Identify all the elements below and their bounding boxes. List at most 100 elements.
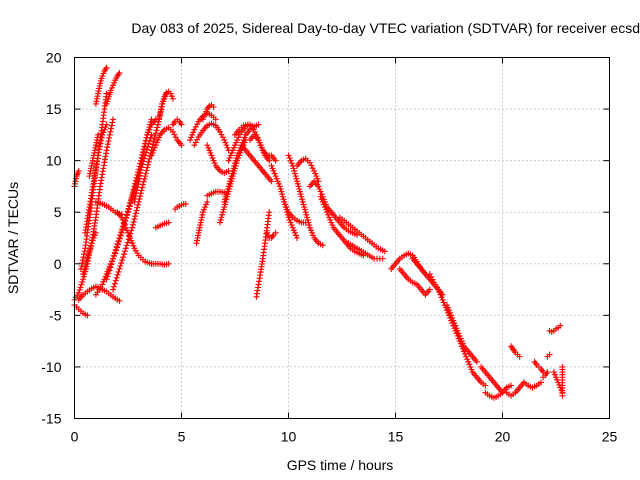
data-point [130,218,137,225]
data-point [224,188,231,195]
data-point [270,167,277,174]
data-point [228,149,235,156]
data-point [312,170,319,177]
data-point [276,183,283,190]
data-point [278,188,285,195]
data-point [266,157,273,164]
data-point [90,235,97,241]
data-point [88,240,95,247]
data-point [134,204,141,211]
data-point [548,328,555,335]
data-point [171,119,178,126]
data-point [147,153,154,160]
data-point [280,196,287,203]
data-point [110,286,117,293]
data-point [379,255,386,262]
data-point [111,79,118,86]
data-point [123,227,130,234]
data-point [544,369,551,376]
data-point [266,209,273,216]
data-point [287,157,294,164]
data-point [128,196,135,203]
series-arc-33 [238,142,275,185]
data-point [450,317,457,324]
y-tick-label: 0 [54,256,62,272]
series-arc-09 [75,283,123,304]
data-point [126,202,133,209]
data-point [318,191,325,198]
data-point [241,134,248,141]
data-point [328,219,335,226]
series-arc-54 [520,379,545,391]
data-point [121,251,128,258]
data-point [317,193,324,200]
data-point [75,289,82,296]
data-point [226,155,233,162]
data-point [283,204,290,211]
data-point [223,191,230,198]
data-point [466,361,473,368]
data-point [296,188,303,195]
data-point [142,140,149,147]
data-point [107,264,114,271]
data-point [235,134,242,141]
series-arc-07 [103,69,123,107]
data-point [457,335,464,342]
data-point [134,201,141,208]
data-point [102,124,109,131]
data-point [306,159,313,166]
data-point [75,167,82,174]
data-point [319,242,326,249]
data-point [104,144,111,151]
data-point [187,137,194,144]
data-point [538,379,545,386]
data-point [217,216,224,223]
data-point [119,226,126,233]
data-point [543,370,550,377]
data-point [268,162,275,169]
series-arc-16 [131,116,159,205]
data-point [287,219,294,226]
data-point [437,291,444,298]
x-tick-label: 25 [602,429,618,445]
data-point [426,271,433,278]
data-point [249,123,256,130]
data-point [313,173,320,180]
data-point [272,157,279,164]
series-arc-34 [246,131,279,164]
data-point [96,143,103,150]
data-point [291,167,298,174]
data-point [429,276,436,283]
data-point [192,123,199,130]
data-point [103,64,110,71]
data-point [144,164,151,171]
data-point [217,219,224,226]
data-point [317,188,324,195]
data-point [116,69,123,76]
series-arc-01 [71,167,82,190]
data-point [464,356,471,363]
data-point [199,209,206,216]
data-point [230,165,237,172]
data-point [285,152,292,159]
data-point [210,157,217,164]
data-point [119,257,126,264]
data-point [310,232,317,239]
data-point [142,173,149,180]
data-point [233,155,240,162]
data-point [153,139,160,146]
data-point [122,224,129,231]
data-point [290,227,297,234]
data-point [118,214,125,221]
data-point [232,157,239,164]
data-point [95,131,102,138]
data-point [204,142,211,149]
data-point [140,149,147,156]
data-point [132,210,139,217]
data-point [119,216,126,223]
x-axis-title: GPS time / hours [287,457,394,473]
data-point [268,178,275,185]
data-point [227,178,234,185]
data-point [204,198,211,205]
x-tick-label: 10 [281,429,297,445]
